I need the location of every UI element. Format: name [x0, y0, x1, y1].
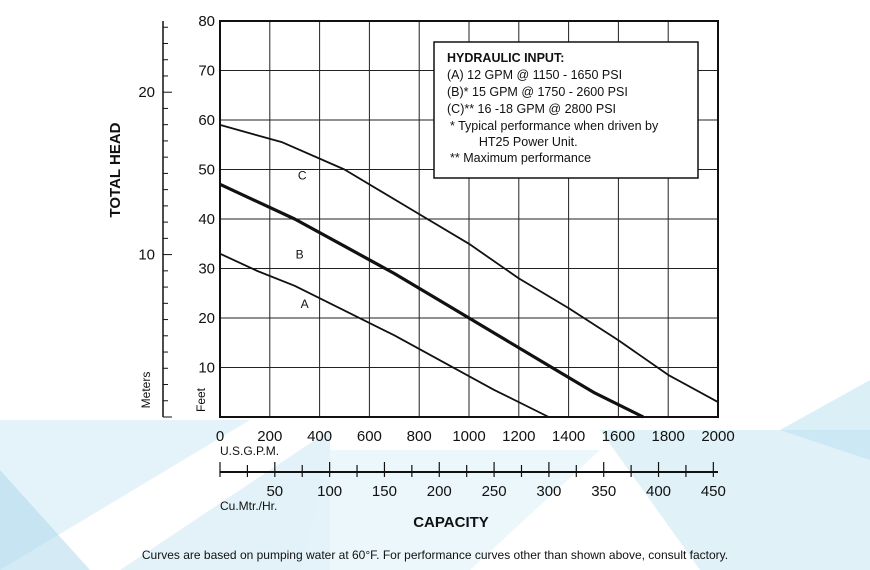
x2-tick-label: 350	[591, 483, 616, 500]
x-tick-label: 800	[407, 428, 432, 445]
x-tick-label: 200	[257, 428, 282, 445]
x-tick-label: 1800	[652, 428, 685, 445]
x2-tick-label: 100	[317, 483, 342, 500]
meters-axis	[162, 21, 172, 418]
legend-line-a: (A) 12 GPM @ 1150 - 1650 PSI	[447, 68, 622, 82]
performance-curves: A B C	[219, 124, 719, 419]
x2-unit-label: Cu.Mtr./Hr.	[220, 499, 277, 513]
curve-label-a: A	[301, 297, 309, 311]
meters-unit-label: Meters	[139, 372, 153, 409]
x-tick-label: 1400	[552, 428, 585, 445]
legend-box	[433, 41, 699, 179]
y-tick-label-feet: 70	[198, 63, 215, 80]
feet-unit-label: Feet	[194, 387, 208, 412]
x2-tick-label: 150	[372, 483, 397, 500]
legend-note-typical: * Typical performance when driven by	[450, 119, 659, 133]
cubic-meter-axis	[219, 462, 718, 477]
x2-tick-label: 200	[427, 483, 452, 500]
curve-label-b: B	[296, 248, 304, 262]
x2-tick-label: 50	[266, 483, 283, 500]
y-tick-label-feet: 20	[198, 310, 215, 327]
curve-label-c: C	[298, 168, 307, 182]
x-tick-label: 0	[216, 428, 224, 445]
tick-labels: 0 200 400 600 800 1000 1200 1400 1600 1800 2000 10 2…	[138, 13, 734, 500]
y-tick-label-feet: 30	[198, 261, 215, 278]
y-tick-label-feet: 80	[198, 13, 215, 30]
y-tick-label-feet: 10	[198, 360, 215, 377]
legend: HYDRAULIC INPUT: (A) 12 GPM @ 1150 - 165…	[433, 41, 699, 179]
x-tick-label: 1200	[502, 428, 535, 445]
legend-title: HYDRAULIC INPUT:	[447, 51, 564, 65]
curve-a	[219, 252, 550, 418]
x-tick-label: 400	[307, 428, 332, 445]
legend-line-c: (C)** 16 -18 GPM @ 2800 PSI	[447, 102, 616, 116]
footnote: Curves are based on pumping water at 60°…	[141, 548, 729, 562]
x-tick-label: 1600	[602, 428, 635, 445]
y-tick-label-feet: 40	[198, 211, 215, 228]
x-tick-label: 1000	[452, 428, 485, 445]
x-tick-label: 600	[357, 428, 382, 445]
x2-tick-label: 250	[482, 483, 507, 500]
plot-frame	[219, 20, 719, 418]
x2-tick-label: 450	[701, 483, 726, 500]
x-unit-label: U.S.G.P.M.	[220, 444, 279, 458]
curve-b	[219, 182, 645, 419]
x-axis-title: CAPACITY	[413, 514, 489, 531]
legend-line-b: (B)* 15 GPM @ 1750 - 2600 PSI	[447, 85, 628, 99]
y-tick-label-feet: 50	[198, 162, 215, 179]
y-tick-label-meters: 20	[138, 84, 155, 101]
legend-note-maximum: ** Maximum performance	[450, 151, 591, 165]
curve-c	[219, 124, 719, 403]
x2-tick-label: 300	[536, 483, 561, 500]
legend-note-power-unit: HT25 Power Unit.	[465, 135, 578, 149]
y-tick-label-feet: 60	[198, 112, 215, 129]
y-tick-label-meters: 10	[138, 247, 155, 264]
x-tick-label: 2000	[701, 428, 734, 445]
x2-tick-label: 400	[646, 483, 671, 500]
y-axis-title: TOTAL HEAD	[107, 122, 124, 217]
